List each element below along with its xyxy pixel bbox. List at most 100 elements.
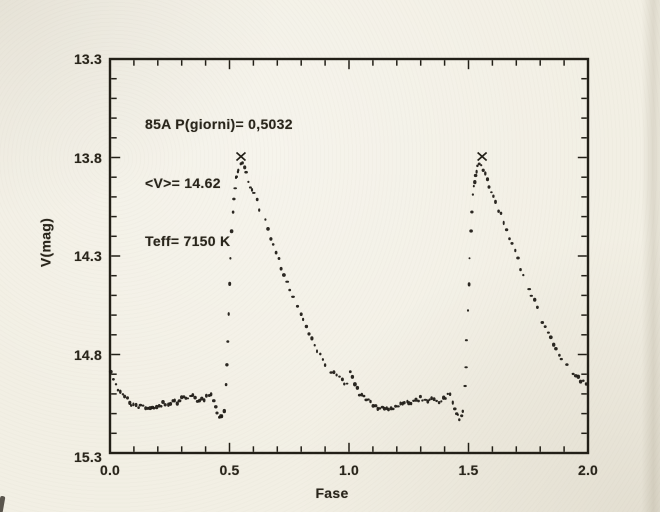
annotation-line-effective-temperature: Teff= 7150 K bbox=[145, 233, 231, 249]
data-dot bbox=[215, 411, 219, 415]
data-dot bbox=[225, 363, 229, 367]
data-dot bbox=[184, 396, 188, 400]
y-tick-label: 14.3 bbox=[73, 248, 102, 264]
x-tick-label: 2.0 bbox=[577, 462, 599, 478]
data-dot bbox=[476, 164, 479, 168]
y-axis-title: V(mag) bbox=[37, 217, 54, 268]
data-dot bbox=[469, 229, 473, 233]
data-dot bbox=[138, 403, 143, 407]
data-dot bbox=[475, 169, 478, 174]
data-dot bbox=[378, 407, 382, 410]
data-dot bbox=[484, 171, 487, 176]
data-dot bbox=[471, 193, 474, 196]
data-dot bbox=[456, 413, 459, 416]
data-dot bbox=[362, 394, 366, 398]
peak-x-stroke bbox=[477, 151, 488, 162]
data-dot bbox=[453, 407, 457, 411]
data-dot bbox=[519, 268, 522, 272]
data-dot bbox=[168, 401, 173, 406]
data-dot bbox=[202, 398, 206, 403]
data-dot bbox=[277, 257, 281, 260]
data-dot bbox=[123, 394, 127, 399]
data-dot bbox=[112, 378, 115, 381]
data-dot bbox=[554, 347, 558, 351]
data-dot bbox=[295, 304, 300, 308]
data-dot bbox=[235, 175, 238, 178]
data-dot bbox=[558, 353, 561, 357]
data-dot bbox=[430, 396, 433, 401]
data-dot bbox=[369, 399, 372, 404]
data-dot bbox=[310, 336, 314, 341]
data-dot bbox=[247, 180, 250, 183]
data-dot bbox=[313, 343, 316, 347]
data-dot bbox=[540, 321, 545, 324]
data-dot bbox=[155, 404, 159, 410]
data-dot bbox=[141, 404, 145, 407]
data-dot bbox=[304, 324, 309, 329]
data-dot bbox=[186, 397, 190, 400]
data-dot bbox=[180, 395, 184, 400]
data-dot bbox=[163, 403, 167, 407]
data-dot bbox=[444, 397, 447, 400]
data-dot bbox=[473, 173, 478, 178]
data-dot bbox=[446, 392, 449, 395]
data-dot bbox=[394, 404, 398, 408]
data-dot bbox=[514, 248, 517, 253]
data-dot bbox=[279, 266, 283, 271]
data-dot bbox=[340, 377, 344, 382]
data-dot bbox=[409, 401, 413, 406]
data-dot bbox=[391, 407, 395, 411]
data-dot bbox=[348, 370, 352, 374]
data-dot bbox=[173, 398, 176, 403]
data-dot bbox=[582, 379, 585, 382]
data-dot bbox=[466, 309, 470, 312]
data-dot bbox=[382, 406, 387, 411]
data-dot bbox=[221, 414, 224, 419]
data-dot bbox=[470, 210, 474, 214]
y-tick-label: 14.8 bbox=[73, 346, 102, 363]
data-dot bbox=[464, 366, 468, 369]
data-dot bbox=[200, 396, 204, 401]
data-dot bbox=[152, 406, 156, 410]
maximum-x-markers bbox=[235, 151, 488, 162]
x-tick-label: 1.5 bbox=[458, 462, 479, 478]
data-dot bbox=[584, 382, 588, 386]
data-dot bbox=[353, 382, 357, 387]
data-dot bbox=[472, 184, 475, 188]
data-dot bbox=[250, 188, 254, 192]
data-dot bbox=[546, 331, 550, 334]
data-dot bbox=[302, 317, 305, 322]
data-dot bbox=[437, 401, 441, 405]
data-dot bbox=[114, 383, 118, 386]
data-dot bbox=[487, 185, 491, 189]
data-dot bbox=[468, 257, 471, 260]
data-dot bbox=[205, 393, 208, 398]
data-dot bbox=[458, 418, 461, 422]
data-dot bbox=[319, 352, 322, 356]
data-dot bbox=[461, 409, 464, 413]
data-dot bbox=[119, 389, 122, 394]
data-dot bbox=[399, 401, 402, 406]
star-parameters-annotation: 85A P(giorni)= 0,5032 <V>= 14.62 Teff= 7… bbox=[145, 76, 293, 291]
data-dot bbox=[132, 402, 135, 407]
data-dot bbox=[464, 339, 468, 342]
data-dot bbox=[134, 402, 138, 408]
data-dot bbox=[214, 405, 218, 409]
data-dot bbox=[477, 162, 481, 166]
data-dot bbox=[191, 393, 195, 397]
data-dot bbox=[237, 168, 240, 172]
x-tick-label: 0.0 bbox=[99, 462, 121, 478]
data-dot bbox=[229, 229, 234, 234]
data-dot bbox=[264, 218, 267, 221]
data-dot bbox=[329, 371, 333, 374]
data-dot bbox=[402, 401, 406, 405]
x-tick-label: 0.5 bbox=[219, 462, 240, 478]
data-dot bbox=[266, 227, 270, 231]
data-dot bbox=[492, 194, 495, 198]
data-dot bbox=[360, 392, 364, 397]
data-dot bbox=[227, 312, 230, 316]
data-dot bbox=[428, 398, 431, 402]
data-dot bbox=[432, 397, 436, 402]
